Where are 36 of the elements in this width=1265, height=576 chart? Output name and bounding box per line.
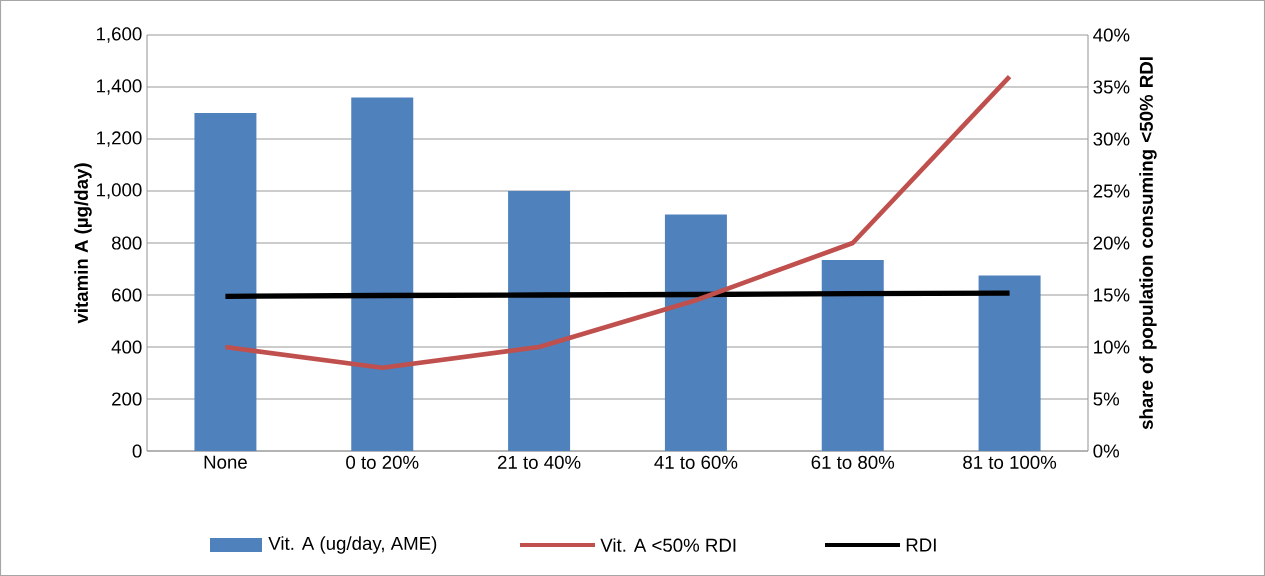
x-tick-label: 41 to 60% (654, 455, 738, 469)
line-series (223, 74, 1012, 371)
bar (664, 214, 727, 451)
y2-tick-label: 25% (1093, 184, 1130, 198)
bar (508, 191, 571, 451)
bar (351, 97, 414, 451)
y-tick-label: 600 (112, 288, 142, 302)
y-tick-label: 400 (111, 340, 142, 354)
y-tick-label: 0 (132, 444, 142, 458)
y2-tick-label: 0% (1093, 444, 1120, 458)
x-tick-label: 61 to 80% (811, 455, 895, 469)
bar (821, 259, 884, 451)
legend-label: RDI (906, 538, 936, 552)
y2-tick-label: 10% (1094, 340, 1130, 354)
y2-tick-label: 5% (1093, 392, 1120, 406)
x-tick-label: None (204, 455, 247, 469)
legend-label: Vit. A (ug/day, AME) (268, 536, 437, 554)
y-tick-label: 200 (112, 392, 142, 406)
y-tick-label: 1,200 (97, 131, 142, 147)
y2-axis-title: share of population consuming <50% RDI (1139, 57, 1157, 430)
y2-tick-label: 35% (1093, 80, 1130, 94)
bar (978, 275, 1041, 451)
y-axis-title: vitamin A (µg/day) (74, 163, 92, 324)
y-tick-label: 1,600 (97, 27, 142, 43)
y2-tick-label: 15% (1094, 288, 1130, 302)
y-tick-label: 1,000 (97, 183, 142, 199)
bar (194, 113, 257, 451)
y2-tick-label: 30% (1093, 132, 1130, 146)
y2-tick-label: 20% (1093, 236, 1130, 250)
y2-tick-label: 40% (1093, 28, 1130, 42)
y-tick-label: 800 (111, 236, 142, 250)
x-tick-label: 21 to 40% (497, 455, 581, 469)
x-tick-label: 0 to 20% (346, 455, 419, 469)
y-tick-label: 1,400 (97, 79, 142, 95)
legend-label: Vit. A <50% RDI (600, 538, 736, 552)
x-tick-label: 81 to 100% (963, 455, 1057, 469)
